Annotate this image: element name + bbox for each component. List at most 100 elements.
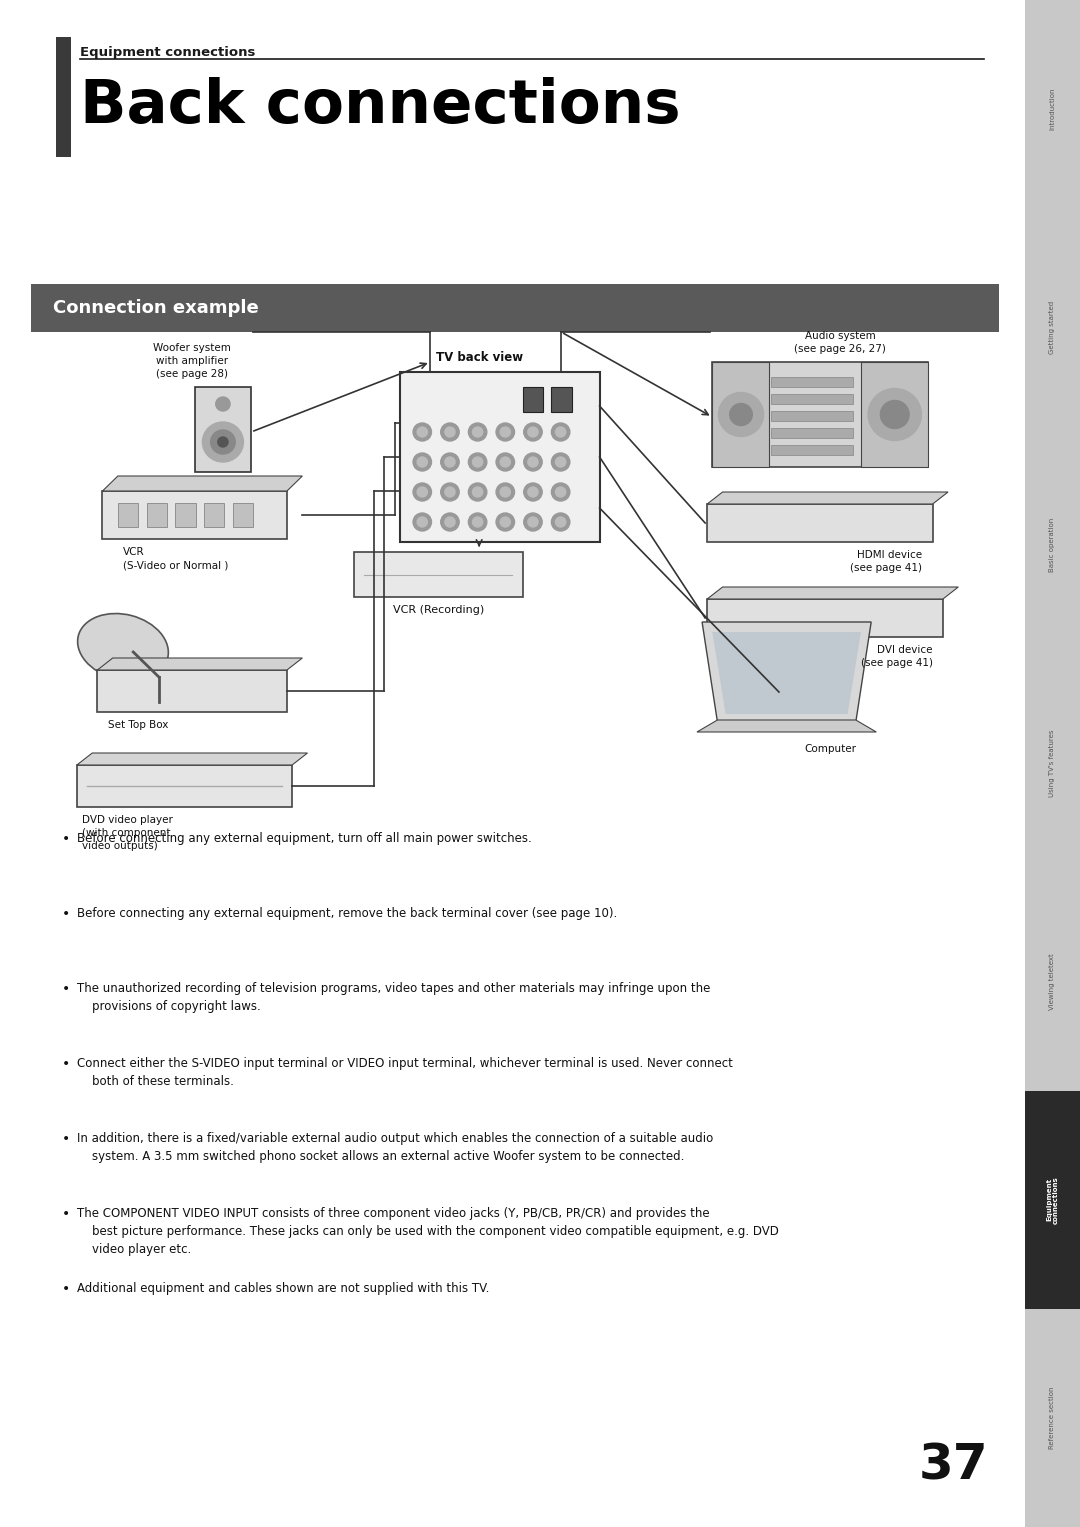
Bar bbox=[1025, 437, 1080, 655]
Ellipse shape bbox=[78, 614, 168, 681]
Circle shape bbox=[868, 388, 921, 440]
Bar bbox=[175, 502, 195, 527]
Text: Using TV's features: Using TV's features bbox=[1050, 730, 1055, 797]
Text: •: • bbox=[62, 1132, 70, 1145]
Bar bbox=[861, 362, 928, 467]
Circle shape bbox=[441, 454, 459, 470]
Bar bbox=[771, 394, 853, 405]
Bar bbox=[771, 377, 853, 386]
Polygon shape bbox=[707, 586, 958, 599]
Bar bbox=[771, 444, 853, 455]
Circle shape bbox=[445, 487, 455, 496]
Bar bbox=[204, 502, 225, 527]
Text: HDMI device
(see page 41): HDMI device (see page 41) bbox=[850, 550, 922, 573]
Circle shape bbox=[500, 487, 511, 496]
Text: •: • bbox=[62, 907, 70, 921]
Circle shape bbox=[524, 483, 542, 501]
Circle shape bbox=[528, 487, 538, 496]
Circle shape bbox=[445, 428, 455, 437]
Bar bbox=[552, 386, 572, 412]
Text: Computer: Computer bbox=[805, 744, 856, 754]
Circle shape bbox=[417, 518, 428, 527]
Text: DVI device
(see page 41): DVI device (see page 41) bbox=[861, 644, 933, 669]
Circle shape bbox=[441, 423, 459, 441]
Circle shape bbox=[472, 457, 483, 467]
Polygon shape bbox=[697, 721, 876, 731]
Circle shape bbox=[469, 423, 487, 441]
Text: Reference section: Reference section bbox=[1050, 1387, 1055, 1449]
Circle shape bbox=[552, 513, 570, 531]
Circle shape bbox=[552, 454, 570, 470]
Text: Getting started: Getting started bbox=[1050, 301, 1055, 354]
Circle shape bbox=[413, 454, 432, 470]
Text: The COMPONENT VIDEO INPUT consists of three component video jacks (Y, PB/CB, PR/: The COMPONENT VIDEO INPUT consists of th… bbox=[77, 1206, 779, 1257]
Circle shape bbox=[472, 487, 483, 496]
Circle shape bbox=[218, 437, 228, 447]
Bar bbox=[147, 502, 167, 527]
Circle shape bbox=[469, 513, 487, 531]
Circle shape bbox=[500, 518, 511, 527]
Circle shape bbox=[472, 428, 483, 437]
Circle shape bbox=[552, 483, 570, 501]
Bar bbox=[400, 373, 599, 542]
Polygon shape bbox=[97, 658, 302, 670]
Text: •: • bbox=[62, 1057, 70, 1070]
Circle shape bbox=[417, 487, 428, 496]
Circle shape bbox=[445, 518, 455, 527]
Circle shape bbox=[417, 428, 428, 437]
Text: •: • bbox=[62, 1206, 70, 1222]
Circle shape bbox=[211, 431, 235, 454]
Text: Set Top Box: Set Top Box bbox=[108, 721, 168, 730]
Circle shape bbox=[496, 423, 514, 441]
Circle shape bbox=[413, 423, 432, 441]
Bar bbox=[771, 428, 853, 438]
Text: 37: 37 bbox=[918, 1441, 988, 1489]
Text: Back connections: Back connections bbox=[80, 76, 680, 136]
Circle shape bbox=[413, 513, 432, 531]
Circle shape bbox=[555, 518, 566, 527]
Bar bbox=[713, 362, 769, 467]
Text: In addition, there is a fixed/variable external audio output which enables the c: In addition, there is a fixed/variable e… bbox=[77, 1132, 713, 1164]
Text: Before connecting any external equipment, remove the back terminal cover (see pa: Before connecting any external equipment… bbox=[77, 907, 617, 919]
Circle shape bbox=[880, 400, 909, 429]
Polygon shape bbox=[713, 632, 861, 715]
Text: Audio system
(see page 26, 27): Audio system (see page 26, 27) bbox=[795, 331, 887, 354]
Text: Connection example: Connection example bbox=[53, 299, 259, 318]
Text: Viewing teletext: Viewing teletext bbox=[1050, 953, 1055, 1009]
Circle shape bbox=[441, 513, 459, 531]
Bar bbox=[77, 765, 292, 806]
Text: •: • bbox=[62, 1283, 70, 1296]
Text: Equipment
connections: Equipment connections bbox=[1045, 1176, 1059, 1223]
Circle shape bbox=[445, 457, 455, 467]
Circle shape bbox=[552, 423, 570, 441]
Bar bbox=[1025, 0, 1080, 218]
Circle shape bbox=[524, 454, 542, 470]
Circle shape bbox=[524, 423, 542, 441]
Bar bbox=[1025, 218, 1080, 437]
Bar bbox=[97, 670, 287, 712]
Bar bbox=[771, 411, 853, 421]
Bar bbox=[1025, 872, 1080, 1090]
Text: VCR
(S-Video or Normal ): VCR (S-Video or Normal ) bbox=[123, 547, 228, 570]
Text: VCR (Recording): VCR (Recording) bbox=[392, 605, 484, 615]
Circle shape bbox=[472, 518, 483, 527]
Text: •: • bbox=[62, 832, 70, 846]
Circle shape bbox=[528, 518, 538, 527]
Bar bbox=[1025, 1090, 1080, 1309]
Polygon shape bbox=[77, 753, 308, 765]
Circle shape bbox=[413, 483, 432, 501]
Bar bbox=[103, 492, 287, 539]
Bar bbox=[707, 504, 933, 542]
Bar bbox=[232, 502, 253, 527]
Bar bbox=[30, 284, 999, 331]
Polygon shape bbox=[702, 621, 872, 722]
Text: •: • bbox=[62, 982, 70, 996]
Text: The unauthorized recording of television programs, video tapes and other materia: The unauthorized recording of television… bbox=[77, 982, 711, 1012]
Bar bbox=[713, 362, 928, 467]
Bar bbox=[194, 386, 252, 472]
Circle shape bbox=[730, 403, 753, 426]
Bar bbox=[56, 37, 70, 157]
Polygon shape bbox=[103, 476, 302, 492]
Circle shape bbox=[417, 457, 428, 467]
Circle shape bbox=[555, 487, 566, 496]
